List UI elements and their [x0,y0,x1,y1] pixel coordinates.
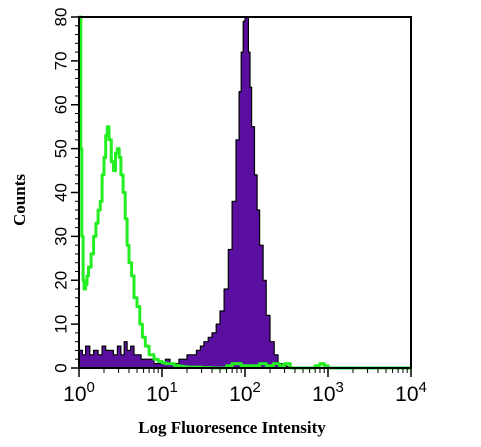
x-tick-label: 104 [395,379,427,406]
y-tick-label: 60 [51,95,70,114]
y-tick-label: 20 [51,271,70,290]
x-tick-label: 101 [146,379,178,406]
x-tick-label: 102 [229,379,261,406]
x-axis-title: Log Fluoresence Intensity [138,418,326,437]
x-axis-ticks: 100 101 102 103 104 [63,368,427,406]
series-layer [78,15,412,370]
y-tick-label: 70 [51,51,70,70]
y-axis-ticks: 0 10 20 30 40 50 60 70 80 [51,8,79,373]
y-tick-label: 30 [51,227,70,246]
x-tick-label: 100 [63,379,95,406]
series-outline-histogram [79,15,411,370]
y-tick-label: 80 [51,8,70,27]
y-axis-title: Counts [10,174,29,226]
series-filled-histogram [78,16,412,369]
y-tick-label: 50 [51,139,70,158]
x-tick-label: 103 [312,379,344,406]
y-tick-label: 10 [51,315,70,334]
y-tick-label: 40 [51,183,70,202]
y-tick-label: 0 [51,363,70,372]
